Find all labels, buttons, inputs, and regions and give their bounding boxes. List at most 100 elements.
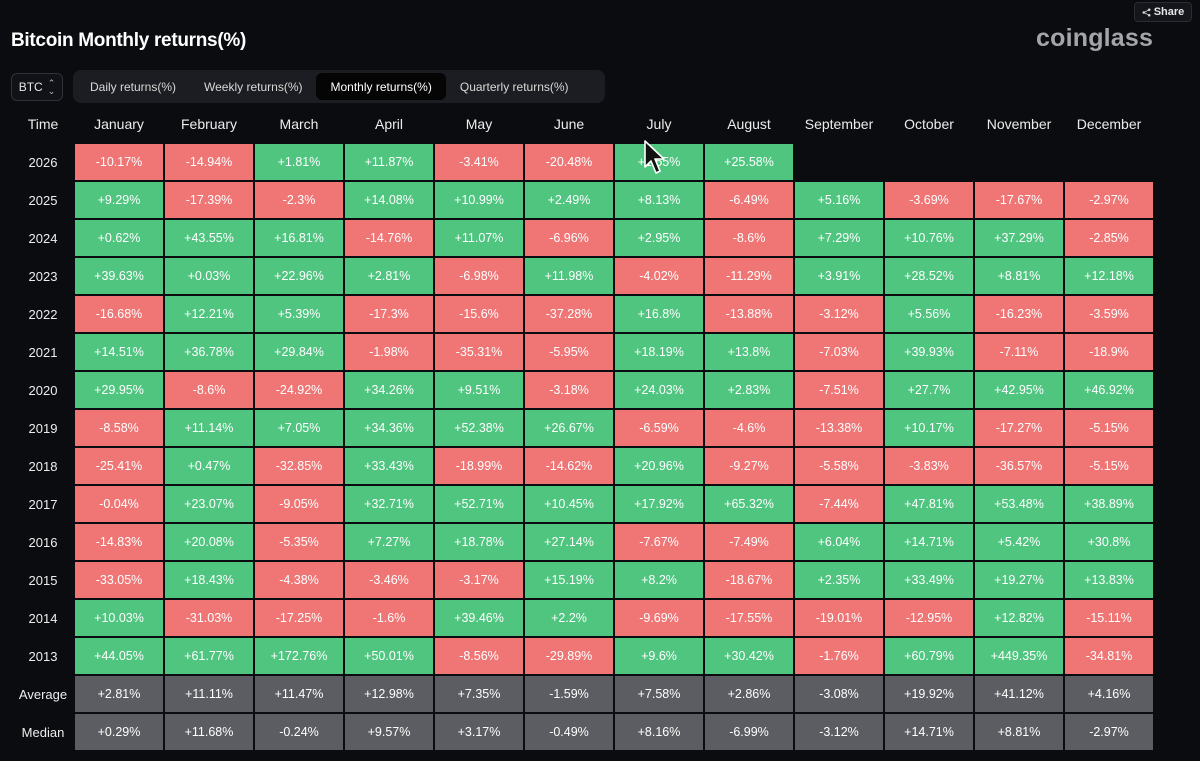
table-row: 2020 +29.95% -8.6% -24.92% +34.26% +9.51% -3.1… (13, 372, 1153, 408)
year-label: 2022 (28, 306, 58, 322)
year-label: 2016 (28, 534, 58, 550)
return-cell: +2.95% (615, 220, 703, 256)
return-cell: +39.46% (435, 600, 523, 636)
return-cell: -7.03% (795, 334, 883, 370)
return-cell: +5.42% (975, 524, 1063, 560)
return-cell: +8.81% (975, 258, 1063, 294)
table-row: 2026 -10.17% -14.94% +1.81% +11.87% -3.41% -20… (13, 144, 1153, 180)
return-cell: +172.76% (255, 638, 343, 674)
return-cell: +10.76% (885, 220, 973, 256)
column-header-month: May (465, 116, 493, 132)
column-header-month: June (553, 116, 585, 132)
return-cell: +449.35% (975, 638, 1063, 674)
return-cell: +10.99% (435, 182, 523, 218)
share-label: Share (1153, 6, 1185, 18)
return-cell: -1.6% (345, 600, 433, 636)
year-label: 2017 (28, 496, 58, 512)
return-cell: +34.36% (345, 410, 433, 446)
return-cell: +52.38% (435, 410, 523, 446)
return-cell: +0.62% (75, 220, 163, 256)
year-label: 2015 (28, 572, 58, 588)
table-row: 2021 +14.51% +36.78% +29.84% -1.98% -35.31% -5… (13, 334, 1153, 370)
year-label: 2025 (28, 192, 58, 208)
return-cell: -3.12% (795, 714, 883, 750)
return-cell: -3.41% (435, 144, 523, 180)
table-row: 2023 +39.63% +0.03% +22.96% +2.81% -6.98% +11.… (13, 258, 1153, 294)
return-cell: +14.08% (345, 182, 433, 218)
return-cell: +11.98% (525, 258, 613, 294)
return-cell: -2.85% (1065, 220, 1153, 256)
column-header-month: December (1076, 116, 1142, 132)
page-title: Bitcoin Monthly returns(%) (11, 30, 246, 51)
return-cell: +9.51% (435, 372, 523, 408)
return-cell: -1.98% (345, 334, 433, 370)
tab-quarterly-returns[interactable]: Quarterly returns(%) (459, 79, 569, 94)
return-cell: +41.12% (975, 676, 1063, 712)
return-cell: +53.48% (975, 486, 1063, 522)
return-cell: -17.27% (975, 410, 1063, 446)
return-cell: +38.89% (1065, 486, 1153, 522)
return-cell: -14.62% (525, 448, 613, 484)
return-cell: +8.13% (615, 182, 703, 218)
return-cell: +46.92% (1065, 372, 1153, 408)
return-cell: +8.16% (615, 714, 703, 750)
return-cell: +33.43% (345, 448, 433, 484)
return-cell: +23.07% (165, 486, 253, 522)
period-tabs: Daily returns(%) Weekly returns(%) Month… (73, 70, 605, 103)
return-cell: -7.11% (975, 334, 1063, 370)
return-cell: +19.27% (975, 562, 1063, 598)
return-cell: +11.47% (255, 676, 343, 712)
return-cell: +44.05% (75, 638, 163, 674)
empty-cell (795, 144, 883, 180)
header-row: Time January February March April May Ju… (13, 106, 1153, 142)
return-cell: +24.03% (615, 372, 703, 408)
return-cell: -17.3% (345, 296, 433, 332)
return-cell: +13.83% (1065, 562, 1153, 598)
return-cell: +60.79% (885, 638, 973, 674)
table-row: 2015 -33.05% +18.43% -4.38% -3.46% -3.17% +15.… (13, 562, 1153, 598)
return-cell: +20.96% (615, 448, 703, 484)
return-cell: -29.89% (525, 638, 613, 674)
return-cell: -19.01% (795, 600, 883, 636)
tab-daily-returns[interactable]: Daily returns(%) (90, 79, 177, 94)
return-cell: +25.58% (705, 144, 793, 180)
return-cell: -1.59% (525, 676, 613, 712)
column-header-month: April (374, 116, 403, 132)
return-cell: +15.19% (525, 562, 613, 598)
column-header-month: February (180, 116, 238, 132)
tab-weekly-returns[interactable]: Weekly returns(%) (204, 79, 303, 94)
return-cell: +52.71% (435, 486, 523, 522)
return-cell: -7.44% (795, 486, 883, 522)
return-cell: -18.9% (1065, 334, 1153, 370)
return-cell: -10.17% (75, 144, 163, 180)
return-cell: +16.81% (255, 220, 343, 256)
return-cell: +6.04% (795, 524, 883, 560)
return-cell: -16.68% (75, 296, 163, 332)
return-cell: -8.58% (75, 410, 163, 446)
return-cell: -8.6% (165, 372, 253, 408)
return-cell: +9.29% (75, 182, 163, 218)
return-cell: +28.52% (885, 258, 973, 294)
return-cell: +11.11% (165, 676, 253, 712)
table-row: 2016 -14.83% +20.08% -5.35% +7.27% +18.78% +27… (13, 524, 1153, 560)
table-row: 2024 +0.62% +43.55% +16.81% -14.76% +11.07% -6… (13, 220, 1153, 256)
return-cell: +37.29% (975, 220, 1063, 256)
share-button[interactable]: Share (1134, 2, 1192, 22)
summary-label: Median (21, 724, 65, 740)
column-header-month: March (279, 116, 319, 132)
return-cell: +8.81% (975, 714, 1063, 750)
return-cell: -6.96% (525, 220, 613, 256)
return-cell: +30.42% (705, 638, 793, 674)
return-cell: -34.81% (1065, 638, 1153, 674)
return-cell: +12.18% (1065, 258, 1153, 294)
return-cell: +7.05% (255, 410, 343, 446)
year-label: 2021 (28, 344, 58, 360)
tab-monthly-returns[interactable]: Monthly returns(%) (316, 73, 446, 100)
return-cell: -3.08% (795, 676, 883, 712)
return-cell: +7.35% (435, 676, 523, 712)
return-cell: -3.69% (885, 182, 973, 218)
return-cell: +3.17% (435, 714, 523, 750)
asset-select[interactable]: BTC ⌃ ⌄ (11, 73, 63, 101)
return-cell: +11.68% (165, 714, 253, 750)
return-cell: -1.76% (795, 638, 883, 674)
